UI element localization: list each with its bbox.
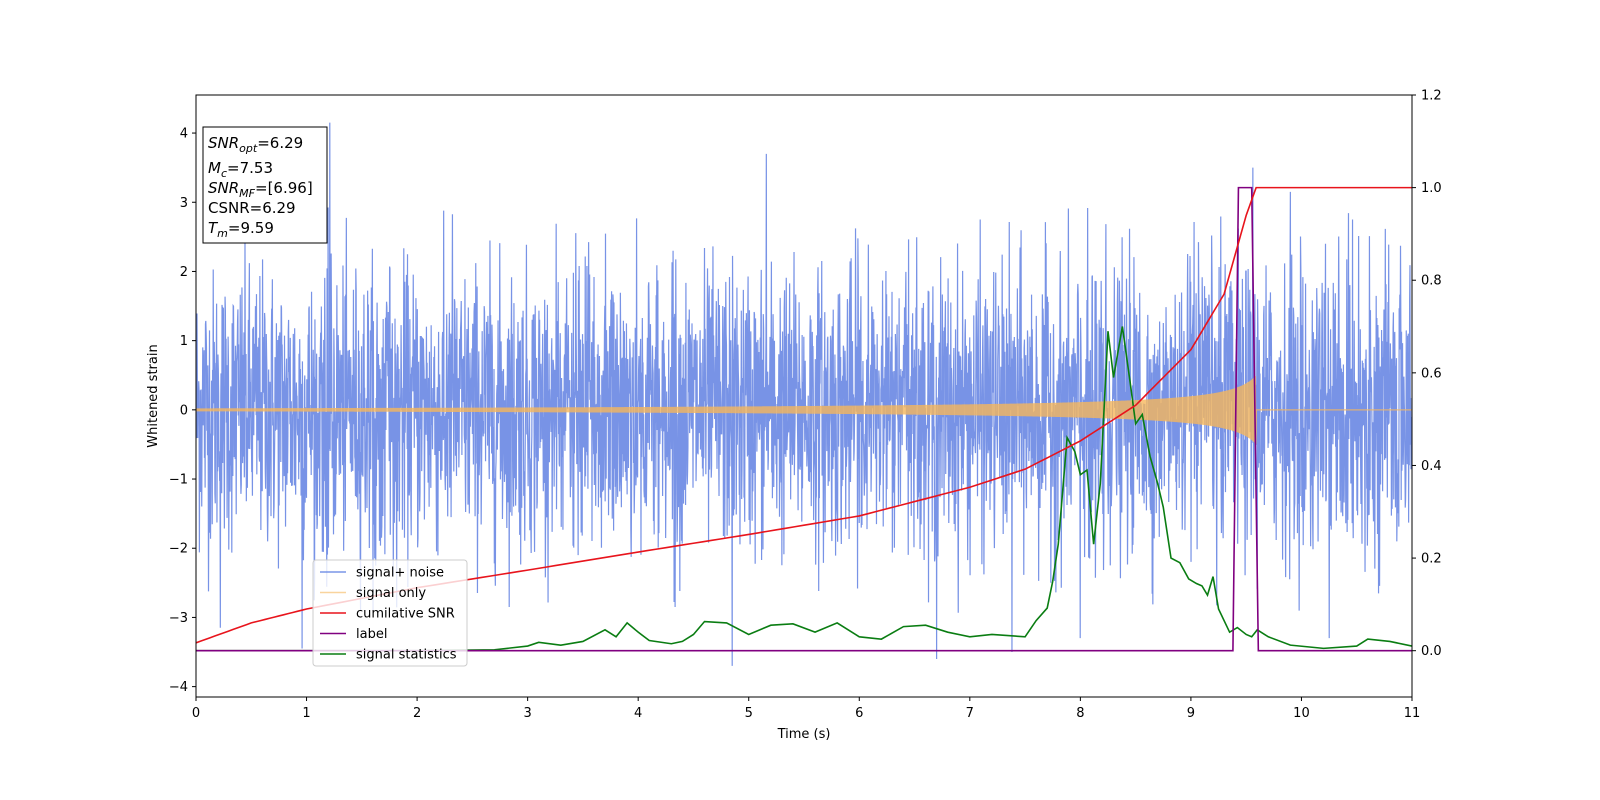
- x-tick-label: 6: [855, 706, 863, 721]
- legend-label: cumilative SNR: [356, 607, 455, 622]
- x-tick-label: 1: [302, 706, 310, 721]
- series-label: [196, 186, 1412, 652]
- y-tick-label: 1: [180, 334, 188, 349]
- x-tick-label: 8: [1076, 706, 1084, 721]
- info-csnr: CSNR=6.29: [208, 199, 296, 217]
- y2-tick-label: 1.0: [1421, 181, 1442, 196]
- x-tick-label: 11: [1404, 706, 1421, 721]
- y2-tick-label: 0.8: [1421, 274, 1442, 289]
- info-box: SNRopt=6.29 Mc=7.53 SNRMF=[6.96] CSNR=6.…: [202, 126, 328, 244]
- y-tick-label: −4: [169, 680, 188, 695]
- x-tick-label: 7: [966, 706, 974, 721]
- y2-tick-label: 0.2: [1421, 552, 1442, 567]
- x-tick-label: 5: [745, 706, 753, 721]
- y2-tick-label: 0.6: [1421, 366, 1442, 381]
- y-tick-label: 0: [180, 403, 188, 418]
- y-tick-label: 3: [180, 196, 188, 211]
- legend-label: signal only: [356, 586, 426, 601]
- x-tick-label: 9: [1187, 706, 1195, 721]
- y-tick-label: 4: [180, 127, 188, 142]
- legend: signal+ noise signal only cumilative SNR la…: [312, 559, 468, 667]
- info-mc: Mc=7.53: [208, 159, 273, 180]
- y2-tick-label: 0.4: [1421, 459, 1442, 474]
- info-tm: Tm=9.59: [208, 219, 274, 240]
- legend-label: signal statistics: [356, 648, 457, 663]
- x-tick-label: 0: [192, 706, 200, 721]
- info-snr-opt: SNRopt=6.29: [208, 134, 303, 155]
- y-tick-label: 2: [180, 265, 188, 280]
- x-tick-label: 10: [1293, 706, 1310, 721]
- x-tick-label: 3: [523, 706, 531, 721]
- x-tick-label: 2: [413, 706, 421, 721]
- x-tick-label: 4: [634, 706, 642, 721]
- plot-frame: [195, 94, 1413, 698]
- y-tick-label: −3: [169, 611, 188, 626]
- series-signal-noise: [196, 122, 1412, 666]
- y-tick-label: −2: [169, 542, 188, 557]
- series-signal-statistics: [196, 326, 1412, 652]
- y2-tick-label: 0.0: [1421, 644, 1442, 659]
- series-signal-only: [196, 376, 1412, 445]
- legend-label: signal+ noise: [356, 566, 444, 581]
- legend-label: label: [356, 627, 387, 642]
- y-tick-label: −1: [169, 473, 188, 488]
- y-axis-label: Whitened strain: [146, 344, 161, 447]
- y2-tick-label: 1.2: [1421, 89, 1442, 104]
- x-axis-label: Time (s): [777, 727, 831, 742]
- info-snr-mf: SNRMF=[6.96]: [208, 179, 313, 200]
